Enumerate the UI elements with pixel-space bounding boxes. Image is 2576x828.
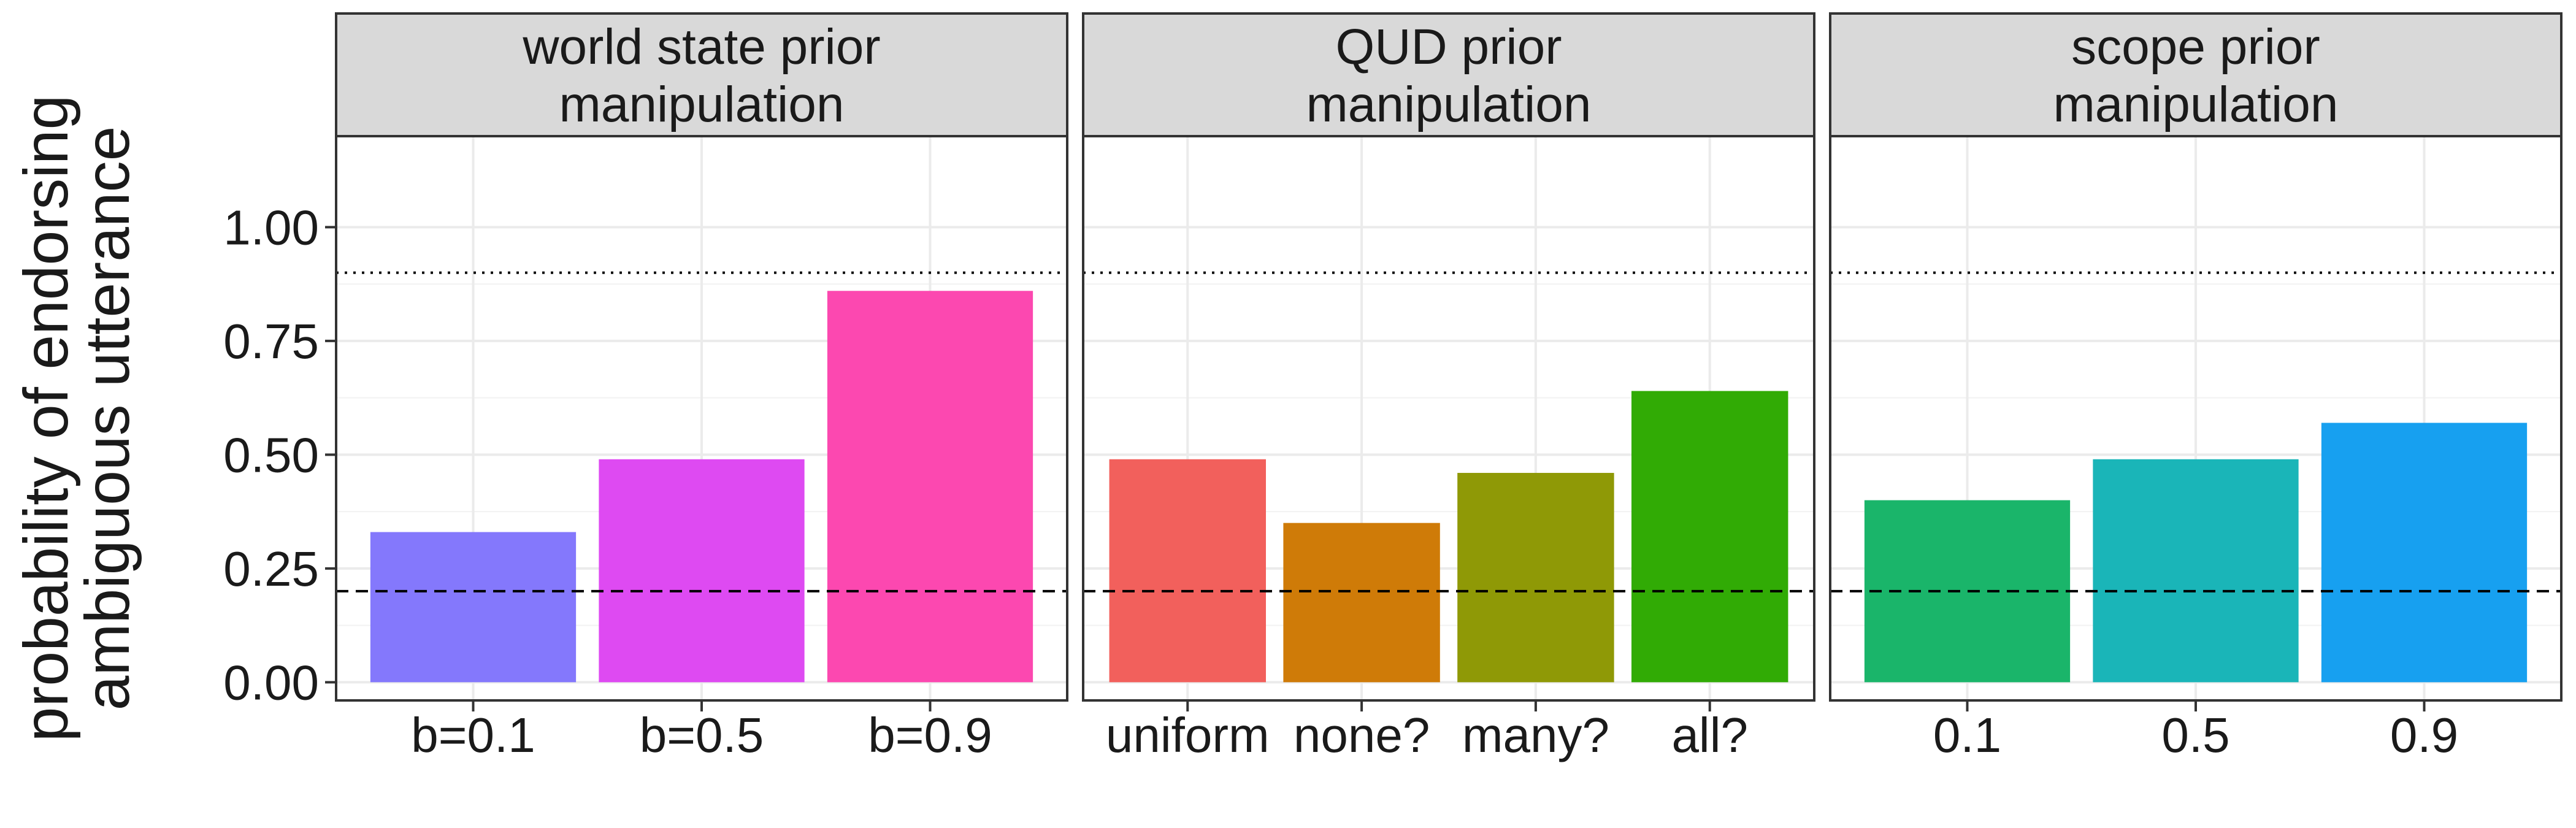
bar-b-0-5 xyxy=(599,459,805,683)
y-tick-label: 0.50 xyxy=(223,427,319,482)
y-tick-label: 1.00 xyxy=(223,200,319,255)
bar-all xyxy=(1631,391,1788,683)
facet-strip xyxy=(1829,12,2563,137)
x-tick-label: many? xyxy=(1462,708,1609,762)
x-tick-label: all? xyxy=(1671,708,1748,762)
y-axis-title: probability of endorsingambiguous uttera… xyxy=(11,95,142,742)
facet-title: manipulation xyxy=(1306,77,1592,132)
y-axis-title-line: probability of endorsing xyxy=(11,95,81,742)
facet-title: world state prior xyxy=(522,19,880,75)
bar-0-5 xyxy=(2093,459,2299,683)
bar-0-9 xyxy=(2321,423,2528,683)
bar-many xyxy=(1457,473,1614,683)
x-tick-label: 0.1 xyxy=(1933,708,2001,762)
x-tick-label: b=0.9 xyxy=(868,708,992,762)
bar-uniform xyxy=(1109,459,1266,683)
facet-strip xyxy=(1082,12,1815,137)
y-tick-label: 0.75 xyxy=(223,314,319,369)
y-tick-label: 0.25 xyxy=(223,542,319,596)
x-tick-label: b=0.5 xyxy=(640,708,764,762)
x-tick-label: 0.9 xyxy=(2390,708,2458,762)
bar-none xyxy=(1283,523,1440,683)
bar-b-0-9 xyxy=(827,291,1033,683)
y-tick-label: 0.00 xyxy=(223,655,319,710)
x-tick-label: none? xyxy=(1294,708,1430,762)
x-tick-label: b=0.1 xyxy=(411,708,535,762)
facet-title: manipulation xyxy=(2053,77,2339,132)
x-tick-label: uniform xyxy=(1106,708,1270,762)
facet-title: manipulation xyxy=(559,77,845,132)
facet-strip xyxy=(335,12,1068,137)
y-axis-title-line: ambiguous utterance xyxy=(72,126,142,711)
bar-b-0-1 xyxy=(370,532,577,683)
facet-title: QUD prior xyxy=(1335,19,1562,75)
facet-title: scope prior xyxy=(2071,19,2320,75)
x-tick-label: 0.5 xyxy=(2161,708,2229,762)
